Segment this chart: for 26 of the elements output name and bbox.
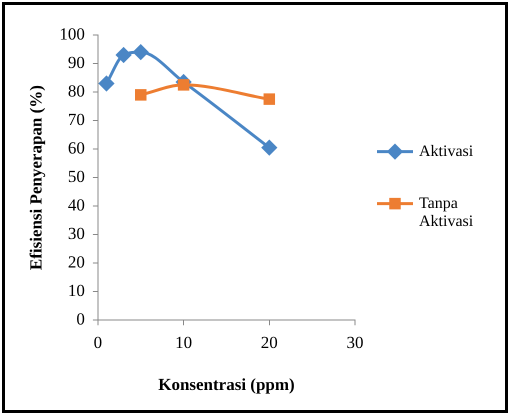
point <box>135 89 146 101</box>
y-tick-label: 90 <box>68 52 85 72</box>
y-tick-label: 60 <box>68 138 85 158</box>
y-tick-label: 30 <box>68 224 85 244</box>
point <box>133 44 148 60</box>
y-tick-label: 40 <box>68 196 85 215</box>
x-tick-label: 30 <box>346 332 364 352</box>
point <box>98 76 114 91</box>
x-tick-label: 0 <box>94 332 102 352</box>
y-tick-label: 100 <box>59 24 85 44</box>
point <box>178 79 190 91</box>
y-tick-label: 80 <box>68 82 85 101</box>
point <box>116 47 132 62</box>
y-tick-label: 10 <box>68 281 85 300</box>
x-tick-label: 20 <box>260 332 278 352</box>
x-axis-title: Konsentrasi (ppm) <box>158 375 295 394</box>
y-tick-label: 20 <box>68 252 85 272</box>
y-tick-label: 50 <box>68 167 85 186</box>
y-tick-label: 70 <box>68 110 85 130</box>
y-tick-label: 0 <box>76 310 85 329</box>
point <box>264 93 276 105</box>
legend-label: Aktivasi <box>419 142 474 160</box>
x-tick-label: 10 <box>175 332 192 352</box>
point <box>262 140 277 156</box>
y-axis-title: Efisiensi Penyerapan (%) <box>26 85 46 270</box>
legend-label: Tanpa Aktivasi <box>419 194 474 230</box>
